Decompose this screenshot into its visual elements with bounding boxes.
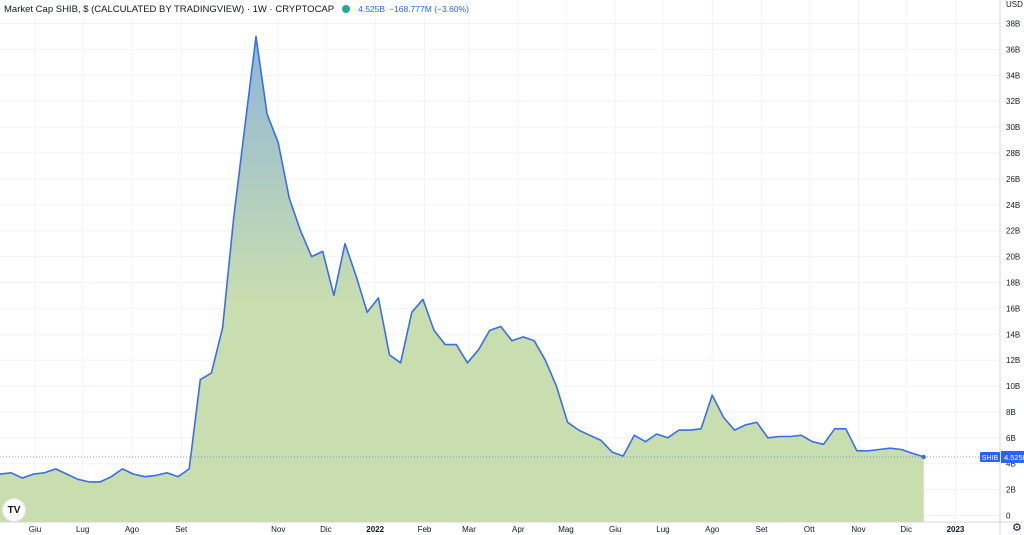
x-tick-label: Mar [462,525,476,534]
x-tick-label: Feb [418,525,432,534]
legend-values: 4.525B −168.777M (−3.60%) [358,4,469,14]
x-axis: Giu Lug Ago Set Nov Dic 2022 Feb Mar Apr Mag Giu Lug… [0,521,1024,534]
x-tick-label: Ago [125,525,140,534]
series-line-shib[interactable] [0,35,924,483]
y-tick-label: 18B [1006,278,1020,287]
x-tick-label: Mag [558,525,574,534]
y-tick-label: 16B [1006,304,1020,313]
x-tick-label: Lug [656,525,669,534]
x-tick-label: Giu [29,525,41,534]
y-tick-label: 12B [1006,356,1020,365]
y-tick-label: 32B [1006,97,1020,106]
y-axis-unit-label: USD [1006,0,1023,9]
last-value-label: 4.525B [1004,453,1024,462]
y-axis: 0 2B 4B 6B 8B 10B 12B 14B 16B 18B 20B 22B 24B 26B 28B 3… [980,0,1024,535]
y-tick-label: 24B [1006,201,1020,210]
x-tick-label: Set [756,525,769,534]
y-tick-label: 2B [1006,486,1016,495]
series-name-tag [980,451,1000,462]
y-tick-label: 26B [1006,175,1020,184]
y-tick-label: 22B [1006,227,1020,236]
y-tick-label: 10B [1006,382,1020,391]
last-value-badge [1001,450,1024,463]
legend-last-value: 4.525B [358,4,386,14]
y-tick-label: 6B [1006,434,1016,443]
y-tick-label: 30B [1006,123,1020,132]
area-fill [0,36,924,522]
tradingview-logo-icon[interactable]: TV [3,499,25,521]
y-tick-label: 36B [1006,45,1020,54]
y-tick-label: 0 [1006,512,1011,521]
x-tick-label: 2023 [947,525,965,534]
y-tick-label: 34B [1006,71,1020,80]
x-tick-label: Dic [320,525,332,534]
last-point-marker [921,454,926,460]
y-tick-label: 14B [1006,330,1020,339]
x-tick-label: Dic [900,525,912,534]
x-tick-label: Nov [271,525,285,534]
y-tick-label: 20B [1006,253,1020,262]
y-tick-label: 8B [1006,408,1016,417]
legend-change: −168.777M (−3.60%) [389,4,469,14]
x-tick-label: 2022 [366,525,384,534]
y-tick-label: 38B [1006,20,1020,29]
x-tick-label: Apr [512,525,525,534]
x-tick-label: Giu [609,525,621,534]
x-tick-label: Ago [705,525,720,534]
y-tick-label: 28B [1006,149,1020,158]
y-tick-label: 4B [1006,460,1016,469]
x-tick-label: Ott [804,525,815,534]
grid [0,0,1000,518]
x-tick-label: Nov [851,525,865,534]
gear-icon[interactable]: ⚙ [1012,522,1022,534]
chart-legend: Market Cap SHIB, $ (CALCULATED BY TRADIN… [4,2,469,16]
series-name-label: SHIB [982,455,999,462]
legend-title[interactable]: Market Cap SHIB, $ (CALCULATED BY TRADIN… [4,3,335,15]
status-dot-icon [342,5,351,13]
x-tick-label: Lug [76,525,89,534]
series-area-shib [0,36,924,522]
x-tick-label: Set [175,525,188,534]
series-line [0,35,1000,483]
